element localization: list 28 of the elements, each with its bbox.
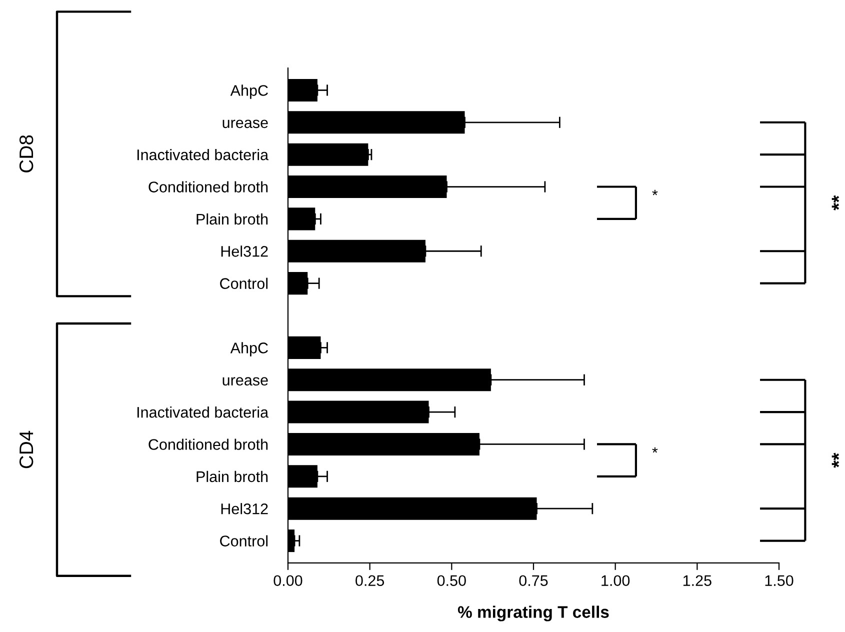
x-tick-label: 0.00: [274, 575, 302, 586]
y-tick-label: urease: [222, 120, 268, 128]
text: **: [832, 195, 840, 210]
text: CD4: [19, 430, 34, 468]
x-tick-label: 0.25: [356, 575, 384, 586]
y-tick-label: Inactivated bacteria: [137, 149, 269, 160]
y-tick-label: Hel312: [221, 503, 268, 514]
y-tick-label: Hel312: [221, 246, 268, 257]
annotation: *: [652, 447, 658, 453]
y-tick-label: urease: [222, 377, 268, 386]
y-tick-label: Inactivated bacteria: [137, 406, 269, 418]
x-tick-label: 0.75: [519, 575, 548, 586]
x-tick-label: 1.50: [765, 575, 794, 586]
x-tick-label: 1.00: [602, 575, 630, 586]
y-tick-label: Control: [220, 278, 268, 289]
x-tick-label: 0.50: [437, 575, 466, 586]
y-tick-label: Conditioned broth: [148, 438, 268, 450]
y-tick-label: Control: [220, 535, 268, 546]
y-tick-label: AhpC: [230, 84, 268, 99]
y-tick-label: AhpC: [230, 342, 268, 356]
y-tick-label: Plain broth: [196, 470, 268, 482]
x-tick-label: 1.25: [683, 575, 712, 586]
y-tick-label: Conditioned broth: [148, 181, 268, 192]
text: **: [832, 452, 840, 468]
annotation: *: [652, 190, 658, 196]
y-tick-label: Plain broth: [196, 213, 268, 225]
text: CD8: [19, 135, 34, 172]
x-axis-title: % migrating T cells: [458, 606, 609, 622]
